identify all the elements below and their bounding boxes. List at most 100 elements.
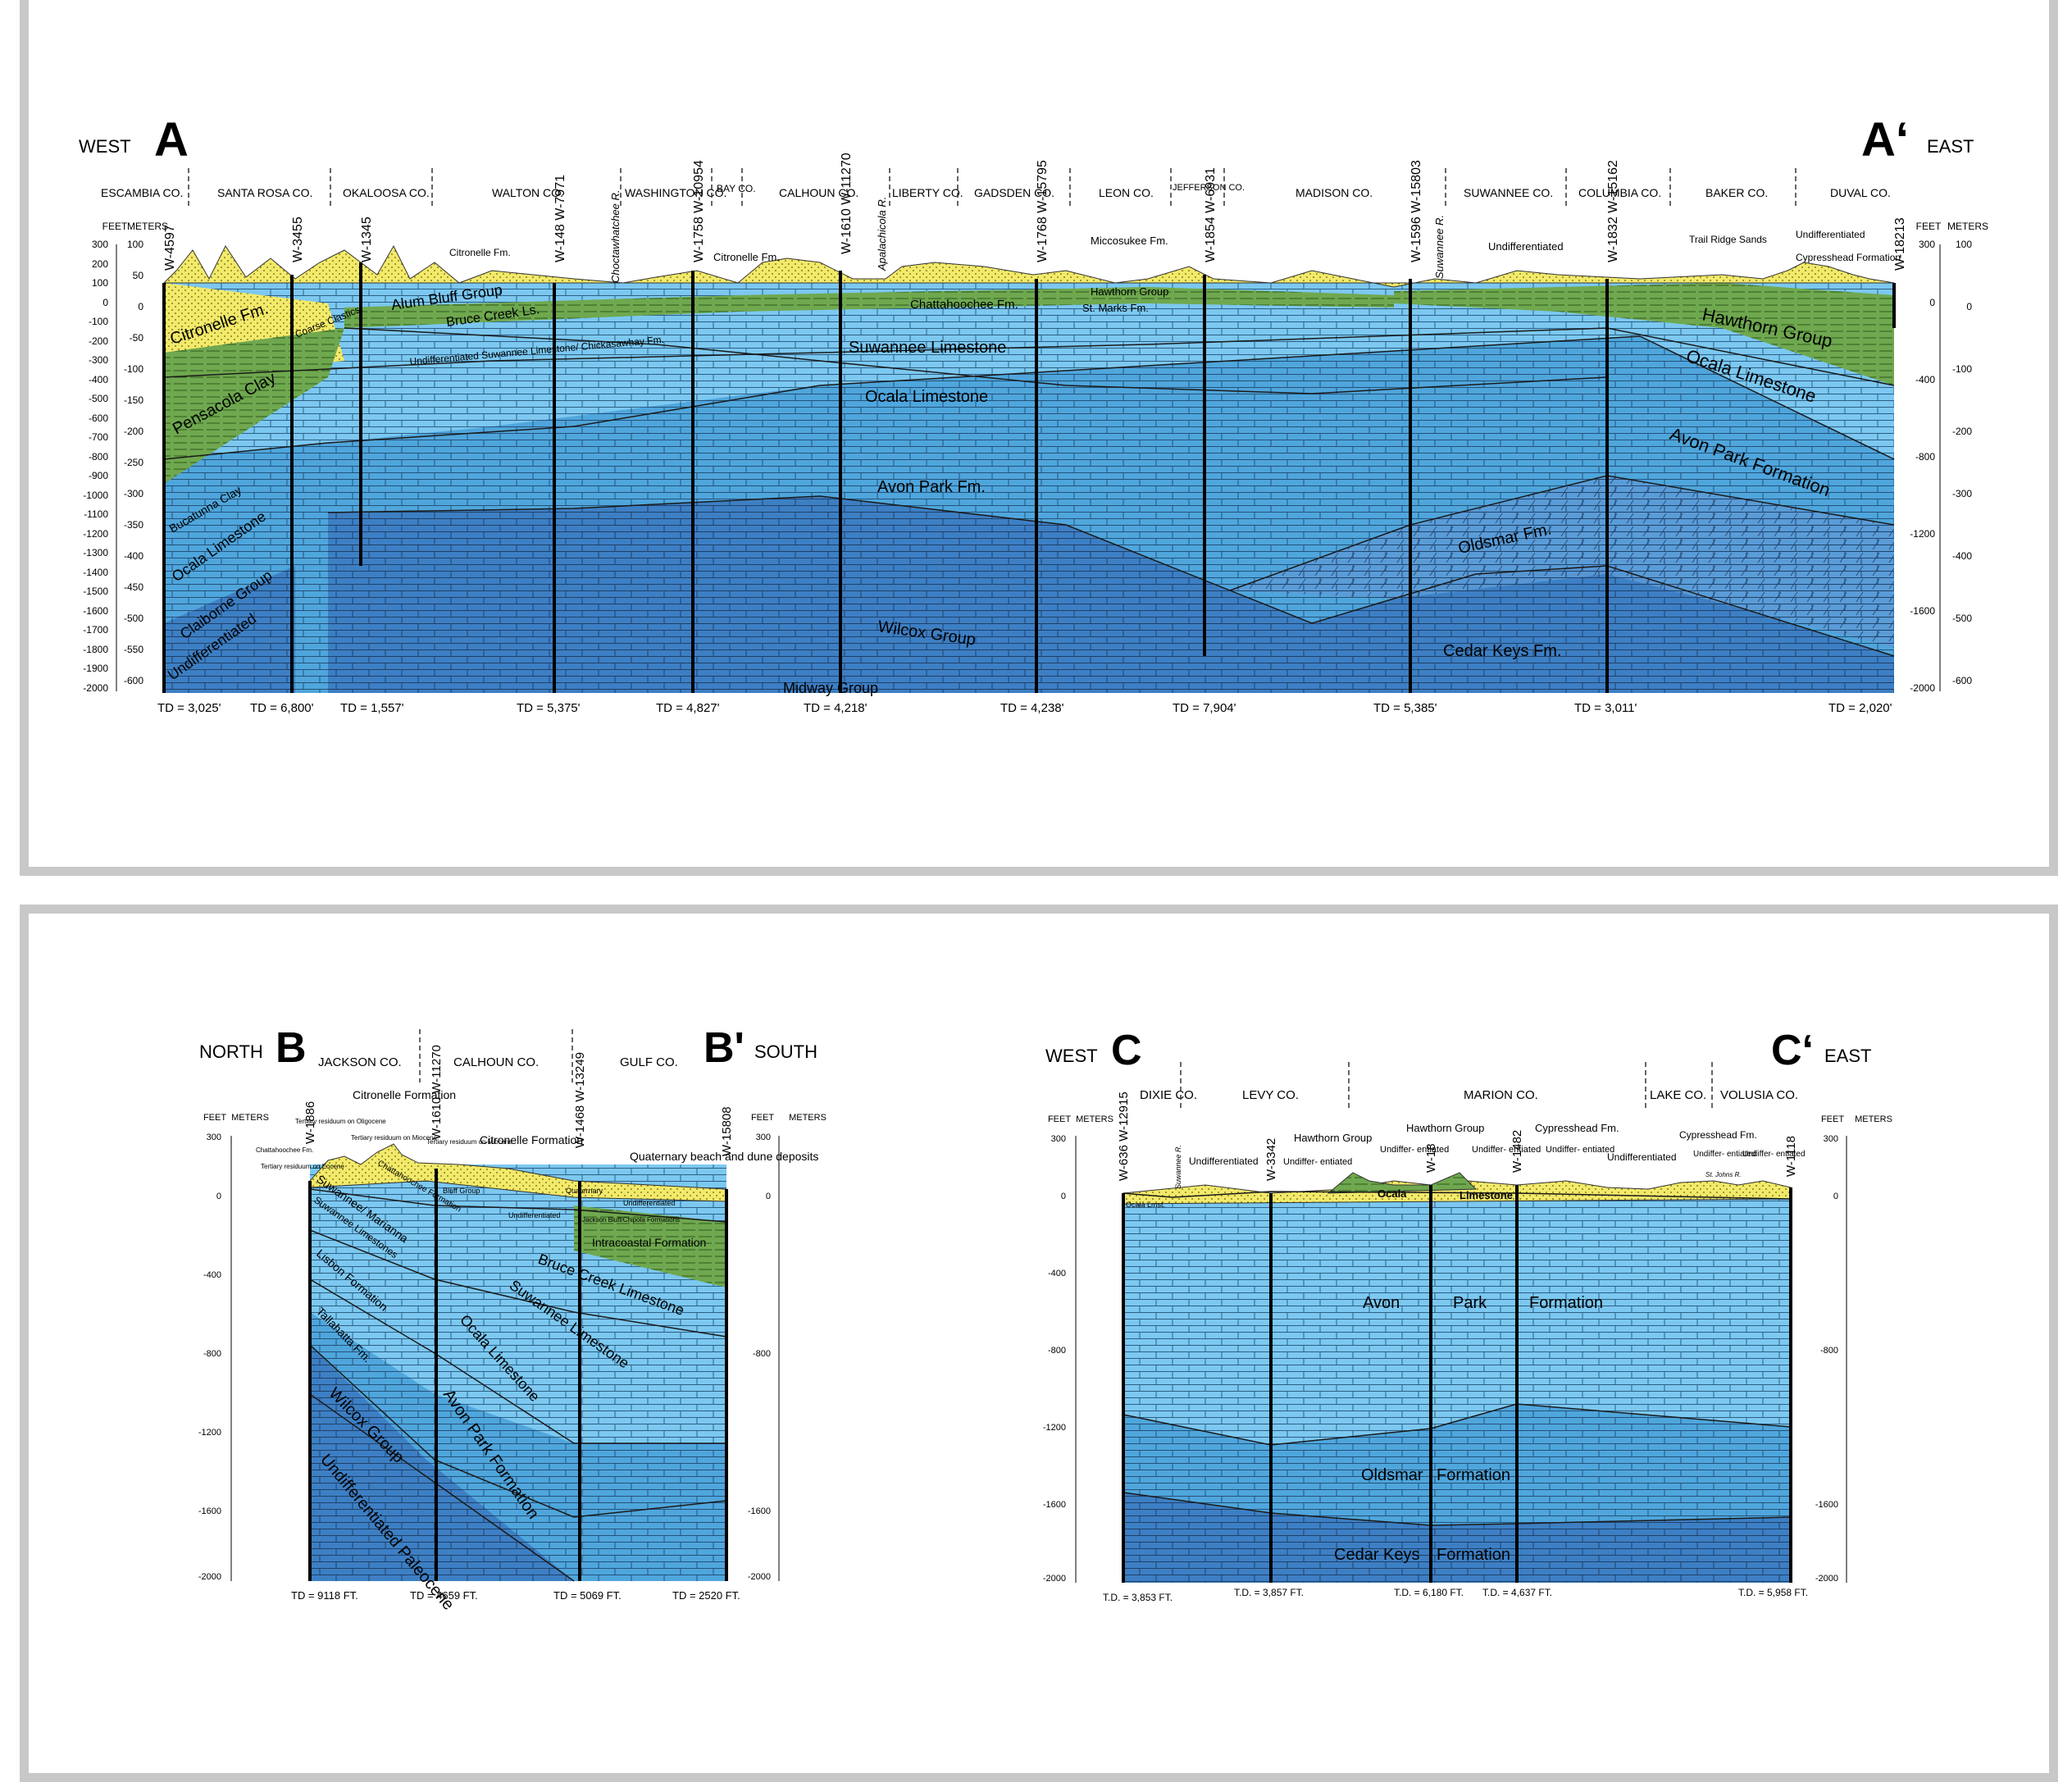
unit-label: Undiffer- entiated (1742, 1150, 1806, 1159)
feet-tick: -1700 (83, 624, 108, 636)
meter-tick: -600 (124, 675, 143, 686)
unit-label: Tertiary residuum on Miocene (351, 1134, 437, 1142)
county-label: JACKSON CO. (318, 1055, 402, 1069)
feet-tick: -2000 (1910, 682, 1935, 694)
axis-feet-label: FEET (102, 221, 128, 232)
section-a-well-labels: W-4597 W-3455 W-1345 W-148 W-7971 W-1758… (163, 153, 1907, 283)
meter-tick: 0 (138, 301, 143, 312)
river-label: Choctawhatchee R. (609, 190, 622, 283)
feet-tick: -800 (1048, 1346, 1066, 1356)
county-label: SANTA ROSA CO. (217, 186, 312, 199)
unit-label: Cypresshead Fm. (1535, 1122, 1619, 1134)
county-label: CALHOUN CO. (453, 1055, 539, 1069)
unit-label: Ocala (1378, 1187, 1407, 1200)
unit-label: Suwannee Limestone (849, 339, 1006, 357)
well-label: W-1758 W-10954 (692, 160, 706, 262)
feet-tick: -1800 (83, 644, 108, 655)
county-label: GADSDEN CO. (974, 186, 1054, 199)
unit-label: Tertiary residuum on Oligocene (295, 1118, 386, 1125)
unit-label: Undifferentiated (508, 1211, 560, 1219)
unit-label: Jackson Bluff/Chipola Formations (582, 1216, 680, 1224)
td-label: TD = 4,827' (656, 701, 720, 715)
well-label: W-1118 (1784, 1136, 1798, 1177)
unit-label: Park (1453, 1294, 1487, 1312)
feet-tick: -100 (89, 316, 108, 327)
feet-tick: 200 (92, 258, 108, 270)
unit-label: Citronelle Formation (480, 1133, 583, 1146)
unit-label: Cedar Keys Fm. (1443, 642, 1561, 660)
feet-tick: -1100 (84, 508, 108, 520)
unit-label: St. Marks Fm. (1082, 302, 1149, 314)
county-label: VOLUSIA CO. (1720, 1088, 1798, 1102)
section-c-letter-right: C‘ (1771, 1027, 1814, 1074)
section-b-letter-right: B' (704, 1024, 745, 1072)
feet-tick: -1400 (83, 567, 108, 578)
well-label: W-1854 W-6931 (1204, 167, 1218, 262)
unit-label: Undifferentiated (1189, 1155, 1259, 1167)
section-a-letter-left: A (154, 113, 189, 166)
feet-tick: -400 (89, 374, 108, 385)
feet-tick: 0 (1061, 1192, 1066, 1201)
feet-tick: -2000 (198, 1572, 221, 1582)
td-label: TD = 7,904' (1173, 701, 1236, 715)
td-label: T.D. = 3,853 FT. (1103, 1592, 1173, 1603)
feet-tick: -2000 (83, 682, 108, 694)
feet-tick: -600 (89, 412, 108, 424)
td-label: T.D. = 5,958 FT. (1738, 1587, 1808, 1598)
unit-label: Undifferentiated (1796, 229, 1865, 240)
feet-tick: -900 (89, 470, 108, 481)
feet-tick: 300 (1824, 1134, 1838, 1144)
section-b: NORTH B JACKSON CO. CALHOUN CO. GULF CO.… (198, 1024, 827, 1614)
county-label: COLUMBIA CO. (1578, 186, 1661, 199)
feet-tick: 0 (1929, 297, 1935, 308)
meter-tick: -200 (1952, 426, 1972, 437)
unit-label: Bluff Group (443, 1187, 480, 1195)
unit-label: Oldsmar (1361, 1466, 1423, 1484)
well-label: W-1482 (1510, 1130, 1524, 1173)
unit-label: Tertiary residuum on Miocene (426, 1138, 512, 1146)
section-c-td-row: T.D. = 3,853 FT. T.D. = 3,857 FT. T.D. =… (1103, 1587, 1808, 1603)
county-label: LEVY CO. (1242, 1088, 1299, 1102)
unit-label: Avon Park Fm. (877, 478, 986, 496)
feet-tick: -1000 (83, 490, 108, 501)
feet-tick: -1200 (83, 528, 108, 540)
unit-label: St. Johns R. (1705, 1171, 1742, 1178)
section-a: WEST A A‘ EAST ESCAMBIA CO. SANTA ROSA C… (79, 113, 1988, 715)
unit-label: Undiffer- entiated (1546, 1145, 1614, 1155)
meter-tick: -500 (124, 613, 143, 624)
unit-label: Trail Ridge Sands (1689, 234, 1767, 245)
section-c-unit-labels: Suwannee R. Undifferentiated Undiffer- e… (1126, 1122, 1806, 1564)
county-label: WASHINGTON CO. (625, 186, 726, 199)
feet-tick: 300 (207, 1133, 221, 1142)
county-label: JEFFERSON CO. (1173, 183, 1245, 193)
feet-tick: -800 (89, 451, 108, 463)
meter-tick: 100 (127, 239, 143, 250)
section-a-dir-left: WEST (79, 136, 131, 157)
feet-tick: -800 (753, 1349, 771, 1359)
well-label: W-1596 W-15803 (1409, 160, 1423, 262)
well-label: W-1768 W-15795 (1036, 160, 1050, 262)
unit-label: Quaternary beach and dune deposits (630, 1150, 818, 1163)
well-label: W-18 (1424, 1143, 1438, 1173)
unit-label: Undifferentiated (1488, 240, 1564, 253)
feet-tick: -400 (1048, 1269, 1066, 1278)
well-label: W-636 W-12915 (1117, 1092, 1131, 1181)
well-label: W-3455 (291, 216, 305, 262)
unit-label: Suwannee R. (1174, 1145, 1182, 1189)
feet-tick: 100 (92, 277, 108, 289)
section-b-body (308, 1143, 728, 1582)
meter-tick: -350 (124, 519, 143, 531)
section-a-dir-right: EAST (1927, 136, 1974, 157)
county-label: CALHOUN CO. (779, 186, 858, 199)
feet-tick: -1600 (1910, 605, 1935, 617)
axis-meters-label: METERS (1855, 1114, 1892, 1124)
feet-tick: -2000 (748, 1572, 771, 1582)
td-label: TD = 2,020' (1828, 701, 1892, 715)
unit-label: Formation (1437, 1546, 1510, 1564)
section-a-left-scale: FEET METERS 300 200 100 0 -100 -200 -300… (83, 221, 168, 694)
county-label: OKALOOSA CO. (343, 186, 430, 199)
feet-tick: -2000 (1815, 1574, 1838, 1584)
section-b-dir-left: NORTH (199, 1041, 263, 1062)
unit-label: Citronelle Fm. (449, 247, 511, 258)
county-label: DIXIE CO. (1140, 1088, 1197, 1102)
